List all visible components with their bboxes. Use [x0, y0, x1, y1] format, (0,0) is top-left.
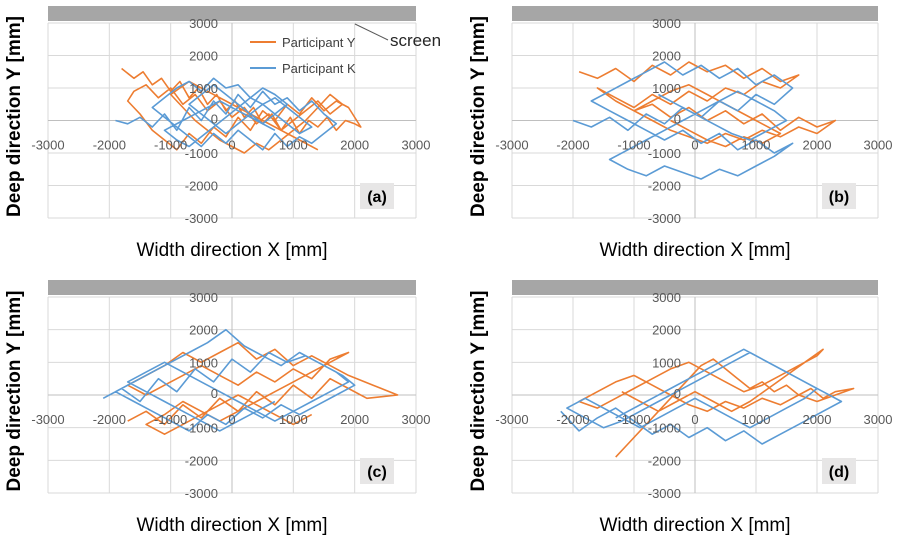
- x-tick-label: 1000: [279, 138, 308, 153]
- screen-bar: [48, 6, 416, 21]
- screen-bar: [512, 280, 878, 295]
- panel-label: (a): [367, 189, 387, 206]
- x-tick-label: -1000: [617, 412, 650, 427]
- x-tick-label: -1000: [617, 138, 650, 153]
- y-tick-label: 1000: [652, 355, 681, 370]
- x-axis-title: Width direction X [mm]: [599, 515, 790, 535]
- x-tick-label: 2000: [340, 412, 369, 427]
- series-line-participant-y: [578, 61, 837, 148]
- x-tick-label: -1000: [154, 412, 187, 427]
- y-tick-label: 0: [211, 386, 218, 401]
- y-axis-title: Deep direction Y [mm]: [468, 291, 489, 492]
- legend-label-participant-y: Participant Y: [282, 35, 356, 50]
- y-tick-label: -1000: [185, 421, 218, 436]
- panel-label-box: [822, 183, 856, 209]
- y-tick-label: -2000: [185, 179, 218, 194]
- x-tick-label: -1000: [154, 138, 187, 153]
- y-tick-label: 3000: [652, 290, 681, 305]
- x-tick-label: -2000: [556, 138, 589, 153]
- series-line-participant-k: [102, 328, 356, 432]
- y-axis-title: Deep direction Y [mm]: [468, 16, 489, 217]
- y-tick-label: -2000: [185, 453, 218, 468]
- y-tick-label: 1000: [189, 81, 218, 96]
- x-tick-label: 3000: [402, 412, 431, 427]
- y-tick-label: 2000: [189, 49, 218, 64]
- x-axis-title: Width direction X [mm]: [136, 240, 327, 261]
- y-tick-label: -3000: [648, 211, 681, 226]
- y-tick-label: 0: [674, 112, 681, 127]
- series-line-participant-y: [578, 348, 855, 458]
- y-tick-label: 0: [211, 112, 218, 127]
- x-tick-label: 0: [691, 412, 698, 427]
- screen-label: screen: [390, 31, 441, 50]
- y-tick-label: 3000: [652, 16, 681, 31]
- x-tick-label: 1000: [279, 412, 308, 427]
- series-line-participant-k: [560, 348, 843, 445]
- x-tick-label: -2000: [93, 412, 126, 427]
- screen-annotation: screen: [354, 23, 441, 50]
- x-tick-label: 3000: [402, 138, 431, 153]
- y-axis-title: Deep direction Y [mm]: [4, 16, 25, 217]
- x-tick-label: -3000: [31, 138, 64, 153]
- panel-label: (d): [829, 464, 849, 481]
- legend: Participant Y Participant K: [250, 35, 356, 76]
- y-tick-label: -1000: [648, 146, 681, 161]
- y-tick-label: 1000: [652, 81, 681, 96]
- x-tick-label: -3000: [495, 412, 528, 427]
- x-tick-label: 1000: [742, 138, 771, 153]
- y-tick-label: -3000: [648, 486, 681, 501]
- y-tick-label: 0: [674, 386, 681, 401]
- series-line-participant-y: [126, 341, 399, 436]
- y-tick-label: 3000: [189, 290, 218, 305]
- panel-b: -3000 -2000 -1000 0 1000 2000 3000 3000 2000 1000…: [468, 6, 892, 261]
- x-tick-label: 0: [691, 138, 698, 153]
- y-tick-label: -1000: [648, 421, 681, 436]
- y-tick-label: -1000: [185, 146, 218, 161]
- x-axis-title: Width direction X [mm]: [136, 515, 327, 535]
- series-line-participant-k: [572, 61, 794, 180]
- x-tick-label: 3000: [864, 412, 893, 427]
- x-tick-label: -3000: [31, 412, 64, 427]
- screen-bar: [512, 6, 878, 21]
- y-tick-label: -2000: [648, 179, 681, 194]
- y-tick-label: -3000: [185, 211, 218, 226]
- x-tick-label: -2000: [556, 412, 589, 427]
- series-line-participant-k: [115, 77, 338, 151]
- x-tick-label: 3000: [864, 138, 893, 153]
- screen-leader-line: [354, 23, 389, 41]
- x-tick-label: 1000: [742, 412, 771, 427]
- panel-c: -3000 -2000 -1000 0 1000 2000 3000 3000 2000 1000…: [4, 280, 430, 535]
- x-axis-title: Width direction X [mm]: [599, 240, 790, 261]
- screen-bar: [48, 280, 416, 295]
- x-tick-label: -2000: [93, 138, 126, 153]
- x-tick-label: -3000: [495, 138, 528, 153]
- y-tick-label: 2000: [189, 323, 218, 338]
- y-tick-label: -3000: [185, 486, 218, 501]
- x-tick-label: 0: [228, 412, 235, 427]
- x-tick-label: 2000: [803, 138, 832, 153]
- y-tick-label: -2000: [648, 453, 681, 468]
- x-tick-label: 0: [228, 138, 235, 153]
- x-tick-label: 2000: [340, 138, 369, 153]
- y-tick-label: 3000: [189, 16, 218, 31]
- x-tick-label: 2000: [803, 412, 832, 427]
- panel-label-box: [822, 458, 856, 484]
- panel-label: (c): [367, 464, 387, 481]
- panel-label: (b): [829, 189, 849, 206]
- y-tick-label: 2000: [652, 49, 681, 64]
- panel-label-box: [360, 183, 394, 209]
- panel-a: -3000 -2000 -1000 0 1000 2000 3000 3000 2000 1000…: [4, 6, 430, 261]
- panel-label-box: [360, 458, 394, 484]
- y-axis-title: Deep direction Y [mm]: [4, 291, 25, 492]
- y-tick-label: 2000: [652, 323, 681, 338]
- legend-label-participant-k: Participant K: [282, 61, 356, 76]
- y-tick-label: 1000: [189, 355, 218, 370]
- panel-d: -3000 -2000 -1000 0 1000 2000 3000 3000 2000 1000…: [468, 280, 892, 535]
